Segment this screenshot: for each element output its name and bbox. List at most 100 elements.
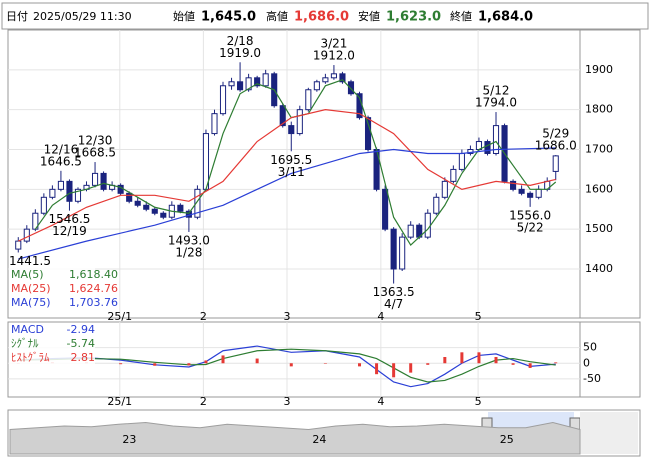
candle-body bbox=[484, 141, 491, 154]
header-low: 1,623.0 bbox=[386, 10, 441, 25]
histogram-bar bbox=[255, 358, 259, 364]
legend-name: MACD bbox=[11, 323, 44, 336]
candle-body bbox=[296, 109, 303, 135]
candle-body bbox=[66, 180, 73, 202]
histogram-bar bbox=[392, 363, 396, 378]
annotation-price: 1668.5 bbox=[74, 146, 116, 160]
y-tick-label: 1700 bbox=[585, 143, 613, 156]
annotation-date: 12/30 bbox=[78, 134, 113, 148]
header-datetime: 2025/05/29 11:30 bbox=[33, 10, 132, 23]
candle-body bbox=[40, 196, 47, 214]
candle-body bbox=[288, 125, 295, 135]
legend-value: -2.94 bbox=[67, 323, 95, 336]
y-tick-label: 1900 bbox=[585, 63, 613, 76]
navigator-label: 24 bbox=[312, 433, 326, 446]
candle-body bbox=[57, 180, 64, 190]
candle-body bbox=[347, 81, 355, 95]
candle-body bbox=[126, 192, 133, 202]
candle-body bbox=[160, 212, 167, 218]
candle-body bbox=[390, 228, 397, 270]
candle-body bbox=[441, 180, 448, 198]
y-tick-label: 1800 bbox=[585, 103, 613, 116]
candle-body bbox=[407, 224, 414, 238]
candle-body bbox=[134, 200, 141, 206]
legend-name: MA(5) bbox=[11, 268, 44, 281]
histogram-bar bbox=[119, 363, 123, 365]
navigator-panel bbox=[7, 409, 641, 457]
candle-body bbox=[202, 133, 210, 190]
header-high: 1,686.0 bbox=[294, 10, 349, 25]
navigator-scroll[interactable] bbox=[580, 412, 638, 454]
annotation-date: 5/29 bbox=[542, 127, 569, 141]
macd-line bbox=[18, 348, 556, 383]
histogram-bar bbox=[494, 357, 498, 364]
annotation-date: 3/21 bbox=[320, 37, 347, 51]
histogram-bar bbox=[409, 363, 413, 373]
histogram-bar bbox=[375, 363, 379, 375]
candle-body bbox=[219, 85, 227, 115]
legend-value: 2.81 bbox=[71, 351, 96, 364]
x-tick-label: 25/1 bbox=[107, 395, 132, 408]
annotation-price: 1493.0 bbox=[168, 233, 210, 247]
candle-body bbox=[74, 188, 82, 202]
candle-body bbox=[151, 208, 158, 214]
main-panel bbox=[7, 29, 641, 319]
y-tick-label: 50 bbox=[583, 341, 597, 354]
macd-line bbox=[18, 345, 556, 388]
x-tick-label: 2 bbox=[200, 310, 207, 323]
candle-body bbox=[330, 73, 337, 79]
annotation-date: 2/18 bbox=[227, 34, 254, 48]
annotation-date: 5/22 bbox=[517, 220, 544, 234]
x-tick-label: 4 bbox=[377, 395, 384, 408]
legend-value: 1,618.40 bbox=[69, 268, 118, 281]
y-tick-label: 1500 bbox=[585, 222, 613, 235]
histogram-bar bbox=[289, 363, 293, 367]
annotation-price: 1794.0 bbox=[475, 96, 517, 110]
candle-body bbox=[492, 125, 500, 154]
header-open-label: 始値 bbox=[173, 9, 195, 23]
candle-body bbox=[143, 204, 150, 210]
annotation-price: 1441.5 bbox=[9, 254, 51, 268]
header-box bbox=[1, 2, 649, 30]
candle-body bbox=[527, 192, 534, 198]
x-tick-label: 2 bbox=[200, 395, 207, 408]
ma-line bbox=[18, 109, 556, 242]
candle-body bbox=[450, 168, 457, 182]
y-tick-label: 1400 bbox=[585, 262, 613, 275]
candle-body bbox=[364, 117, 372, 151]
annotation-price: 1695.5 bbox=[270, 153, 312, 167]
candle-body bbox=[313, 81, 320, 91]
header-open: 1,645.0 bbox=[201, 10, 256, 25]
candle-body bbox=[305, 89, 312, 111]
legend-name: MA(75) bbox=[11, 296, 51, 309]
annotation-price: 1556.0 bbox=[509, 208, 551, 222]
annotation-price: 1546.5 bbox=[48, 212, 90, 226]
annotation-date: 5/12 bbox=[483, 84, 510, 98]
annotation-date: 4/7 bbox=[384, 297, 403, 311]
header-close: 1,684.0 bbox=[478, 10, 533, 25]
navigator-area bbox=[9, 421, 581, 455]
legend-name: ﾋｽﾄｸﾞﾗﾑ bbox=[11, 351, 50, 364]
legend-name: MA(25) bbox=[11, 282, 51, 295]
candle-body bbox=[322, 77, 329, 83]
candle-body bbox=[339, 73, 346, 83]
header-low-label: 安値 bbox=[358, 9, 380, 23]
y-tick-label: -50 bbox=[583, 372, 601, 385]
candle-body bbox=[23, 228, 30, 242]
candle-body bbox=[100, 172, 107, 190]
candle-body bbox=[228, 81, 235, 87]
legend-value: 1,624.76 bbox=[69, 282, 118, 295]
histogram-bar bbox=[528, 363, 532, 368]
annotation-price: 1686.0 bbox=[535, 139, 577, 153]
header-high-label: 高値 bbox=[266, 9, 288, 23]
header-close-label: 終値 bbox=[450, 9, 472, 23]
histogram-bar bbox=[460, 352, 464, 364]
histogram-bar bbox=[323, 363, 327, 364]
candle-body bbox=[467, 149, 474, 154]
navigator-label: 23 bbox=[122, 433, 136, 446]
candle-body bbox=[433, 196, 440, 214]
annotation-date: 1/28 bbox=[175, 245, 202, 259]
x-tick-label: 25/1 bbox=[107, 310, 132, 323]
candle-body bbox=[237, 81, 244, 91]
